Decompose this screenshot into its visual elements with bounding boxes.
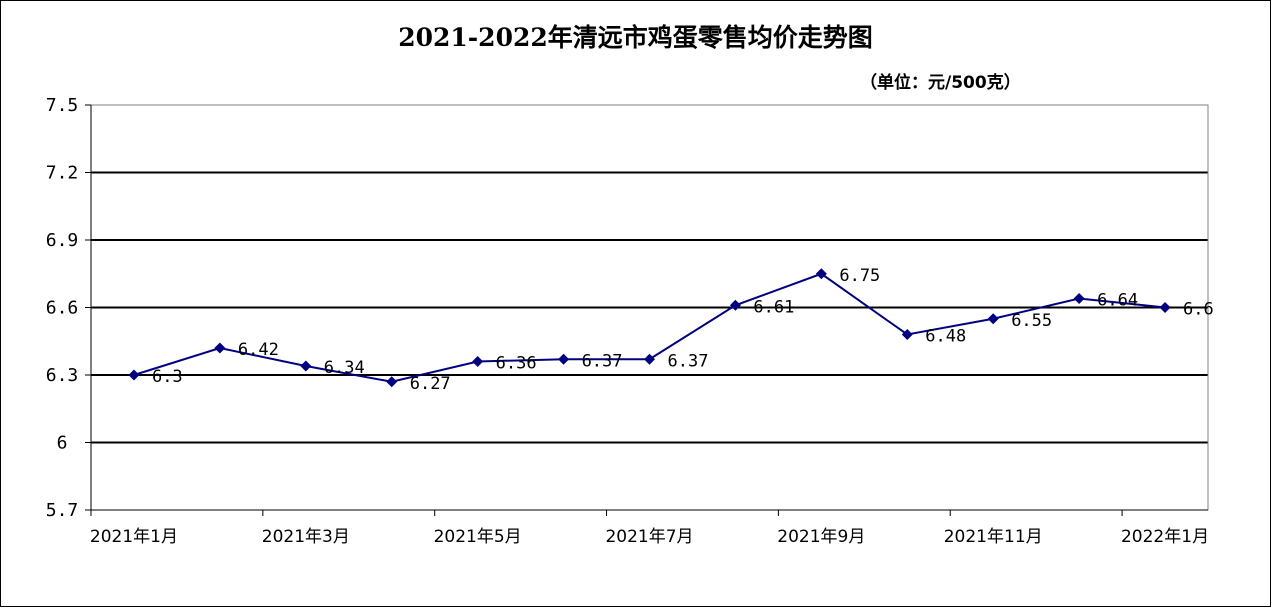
x-tick-label: 2021年9月 — [777, 527, 865, 547]
x-tick-label: 2021年7月 — [605, 527, 693, 547]
data-point-marker — [987, 313, 999, 325]
chart-title: 2021-2022年清远市鸡蛋零售均价走势图 — [398, 23, 873, 52]
y-tick-labels: 7.5 7.2 6.9 6.6 6.3 6 5.7 — [46, 95, 79, 521]
x-tick-label: 2022年1月 — [1121, 527, 1209, 547]
data-point-marker — [1073, 293, 1085, 304]
data-label: 6.37 — [668, 351, 709, 371]
series-group — [128, 268, 1171, 388]
data-point-marker — [1159, 302, 1171, 313]
data-label: 6.27 — [410, 374, 451, 394]
data-label: 6.55 — [1011, 311, 1052, 331]
y-tick-label: 7.2 — [46, 163, 79, 184]
x-tick-label: 2021年3月 — [262, 527, 350, 547]
y-tick-label: 6.6 — [46, 298, 79, 319]
data-point-marker — [815, 268, 827, 280]
data-point-marker — [128, 369, 140, 381]
x-tick-label: 2021年1月 — [90, 527, 178, 547]
y-tick-label: 6.3 — [46, 365, 79, 386]
data-point-marker — [300, 360, 312, 372]
data-label: 6.48 — [925, 327, 966, 347]
y-tick-label: 6.9 — [46, 230, 79, 251]
data-label: 6.64 — [1097, 291, 1138, 311]
data-point-marker — [901, 329, 913, 340]
grid-lines — [91, 171, 1208, 444]
data-labels: 6.3 6.42 6.34 6.27 6.36 6.37 6.37 6.61 6.75 6.48 6… — [152, 266, 1214, 394]
data-label: 6.75 — [839, 266, 880, 286]
x-tick-labels: 2021年1月 2021年3月 2021年5月 2021年7月 2021年9月 2021年… — [90, 527, 1209, 547]
data-label: 6.61 — [753, 297, 794, 317]
data-label: 6.42 — [238, 340, 279, 360]
data-point-marker — [472, 356, 484, 367]
y-tick-label: 7.5 — [46, 95, 79, 116]
unit-label: （单位：元/500克） — [860, 73, 1021, 93]
axes — [85, 104, 1209, 516]
data-label: 6.34 — [324, 358, 365, 378]
y-tick-label: 5.7 — [46, 500, 79, 521]
data-point-marker — [558, 353, 570, 365]
data-point-marker — [214, 342, 226, 354]
data-label: 6.37 — [582, 351, 623, 371]
data-label: 6.3 — [152, 367, 183, 387]
data-point-marker — [729, 299, 741, 311]
data-label: 6.36 — [496, 354, 537, 374]
data-label: 6.6 — [1183, 300, 1214, 320]
y-tick-label: 6 — [57, 433, 68, 454]
data-point-marker — [386, 376, 398, 388]
data-point-marker — [644, 353, 655, 365]
x-tick-label: 2021年5月 — [434, 527, 522, 547]
x-tick-label: 2021年11月 — [944, 527, 1043, 547]
